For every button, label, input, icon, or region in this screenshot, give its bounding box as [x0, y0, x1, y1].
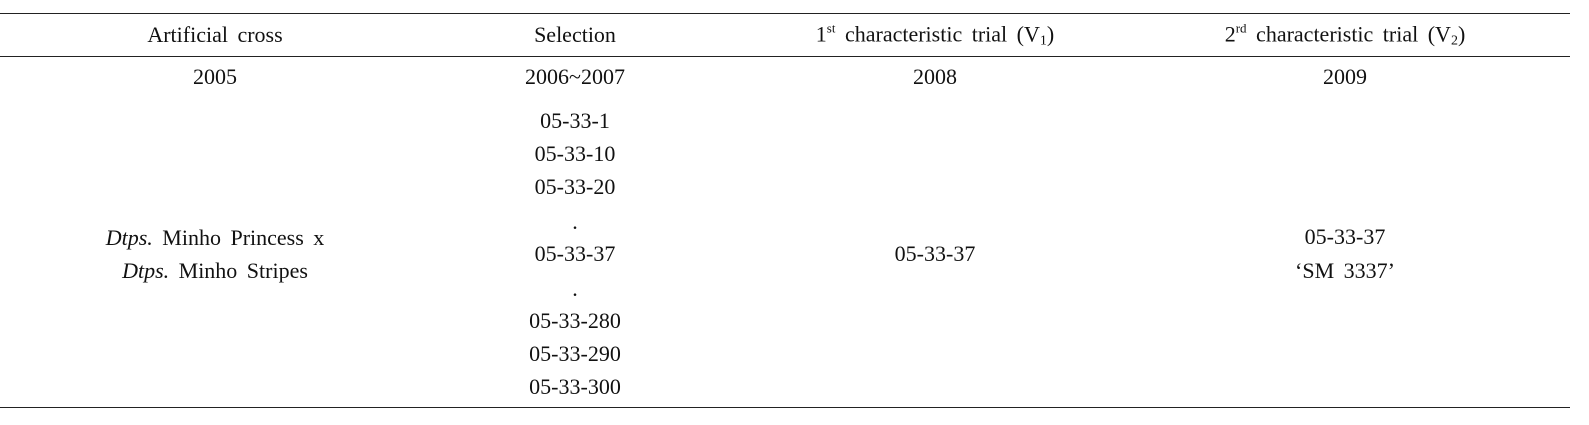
- selection-cell: 05-33-1: [540, 108, 610, 133]
- genus: Dtps.: [122, 258, 170, 283]
- header-cell: 1st characteristic trial (V1): [816, 21, 1054, 50]
- bottom-rule: [0, 407, 1570, 408]
- trial2-cell: ‘SM 3337’: [1295, 258, 1395, 283]
- trial2-cell: 05-33-37: [1304, 224, 1386, 249]
- year-cell: 2009: [1323, 64, 1367, 89]
- header-rule: [0, 56, 1570, 57]
- selection-cell: .: [572, 209, 578, 234]
- selection-cell: 05-33-300: [529, 374, 621, 399]
- superscript: st: [826, 20, 836, 36]
- subscript: 2: [1450, 33, 1458, 49]
- top-rule: [0, 13, 1570, 14]
- header-cell: 2rd characteristic trial (V2): [1225, 21, 1466, 50]
- header-text: ): [1046, 21, 1055, 47]
- cross-line: Dtps. Minho Stripes: [122, 258, 308, 284]
- year-cell: 2008: [913, 64, 957, 89]
- selection-cell: .: [572, 276, 578, 301]
- header-cell: Selection: [534, 22, 616, 47]
- cultivar: Minho Stripes: [178, 258, 308, 283]
- selection-cell: 05-33-20: [534, 174, 616, 199]
- subscript: 1: [1039, 33, 1047, 49]
- selection-cell: 05-33-290: [529, 341, 621, 366]
- header-text: 1: [815, 21, 827, 47]
- selection-cell: 05-33-37: [534, 241, 616, 266]
- header-text: characteristic trial (V: [1256, 21, 1451, 47]
- year-cell: 2006~2007: [525, 64, 625, 89]
- cultivar: Minho Princess x: [162, 225, 325, 250]
- year-cell: 2005: [193, 64, 237, 89]
- cross-line: Dtps. Minho Princess x: [106, 225, 325, 251]
- header-cell: Artificial cross: [147, 22, 283, 47]
- header-text: characteristic trial (V: [844, 21, 1040, 47]
- genus: Dtps.: [105, 225, 153, 250]
- header-text: ): [1457, 21, 1466, 47]
- header-text: 2: [1224, 21, 1236, 47]
- selection-cell: 05-33-10: [534, 141, 616, 166]
- trial1-cell: 05-33-37: [894, 241, 976, 266]
- superscript: rd: [1235, 20, 1247, 36]
- selection-cell: 05-33-280: [529, 308, 621, 333]
